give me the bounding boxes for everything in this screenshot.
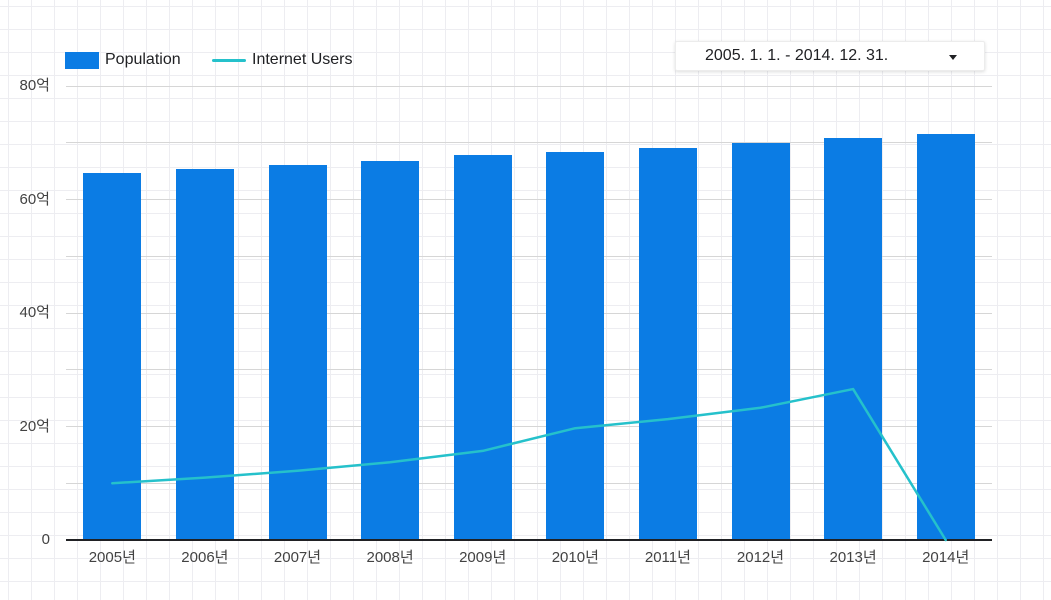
bar-2009년[interactable] [453,155,512,540]
legend-label-population: Population [105,51,181,68]
y-tick-label-60: 60억 [19,190,51,208]
bar-2005년[interactable] [83,173,142,540]
gridline-80 [66,85,992,87]
x-tick-label-2008년: 2008년 [366,549,414,566]
date-range-value: 2005. 1. 1. - 2014. 12. 31. [705,47,889,64]
population-swatch [65,51,99,69]
bar-2012년[interactable] [731,142,790,540]
x-tick-label-2012년: 2012년 [736,549,785,566]
y-tick-label-0: 0 [41,531,50,548]
x-tick-label-2011년: 2011년 [644,549,691,566]
bar-2013년[interactable] [824,138,883,540]
legend-label-internet-users: Internet Users [252,51,353,68]
x-tick-label-2006년: 2006년 [181,549,229,566]
x-tick-label-2010년: 2010년 [551,549,599,566]
y-tick-label-80: 80억 [19,77,51,94]
x-tick-label-2007년: 2007년 [273,549,322,566]
gridline-50 [66,255,992,257]
bar-2008년[interactable] [361,160,420,540]
bar-2010년[interactable] [546,151,605,540]
y-tick-label-40: 40억 [19,304,51,321]
bar-2007년[interactable] [268,164,327,540]
x-tick-label-2014년: 2014년 [922,549,970,566]
y-tick-label-20: 20억 [19,417,51,435]
bar-2006년[interactable] [175,168,234,540]
legend-item-internet-users[interactable]: Internet Users [212,51,352,69]
legend-item-population[interactable]: Population [65,51,181,69]
x-tick-label-2009년: 2009년 [459,549,507,566]
gridline-60 [66,199,992,200]
gridline-40 [66,312,992,314]
bar-2014년[interactable] [916,133,975,540]
x-axis-line [66,539,992,541]
date-range-selector[interactable]: 2005. 1. 1. - 2014. 12. 31. [675,41,985,71]
bar-2011년[interactable] [638,147,697,540]
x-tick-label-2013년: 2013년 [829,549,877,566]
dropdown-caret-icon [949,55,957,60]
gridline-30 [66,369,992,371]
gridline-70 [66,142,992,144]
internet-users-swatch [212,58,246,62]
x-tick-label-2005년: 2005년 [88,549,136,566]
